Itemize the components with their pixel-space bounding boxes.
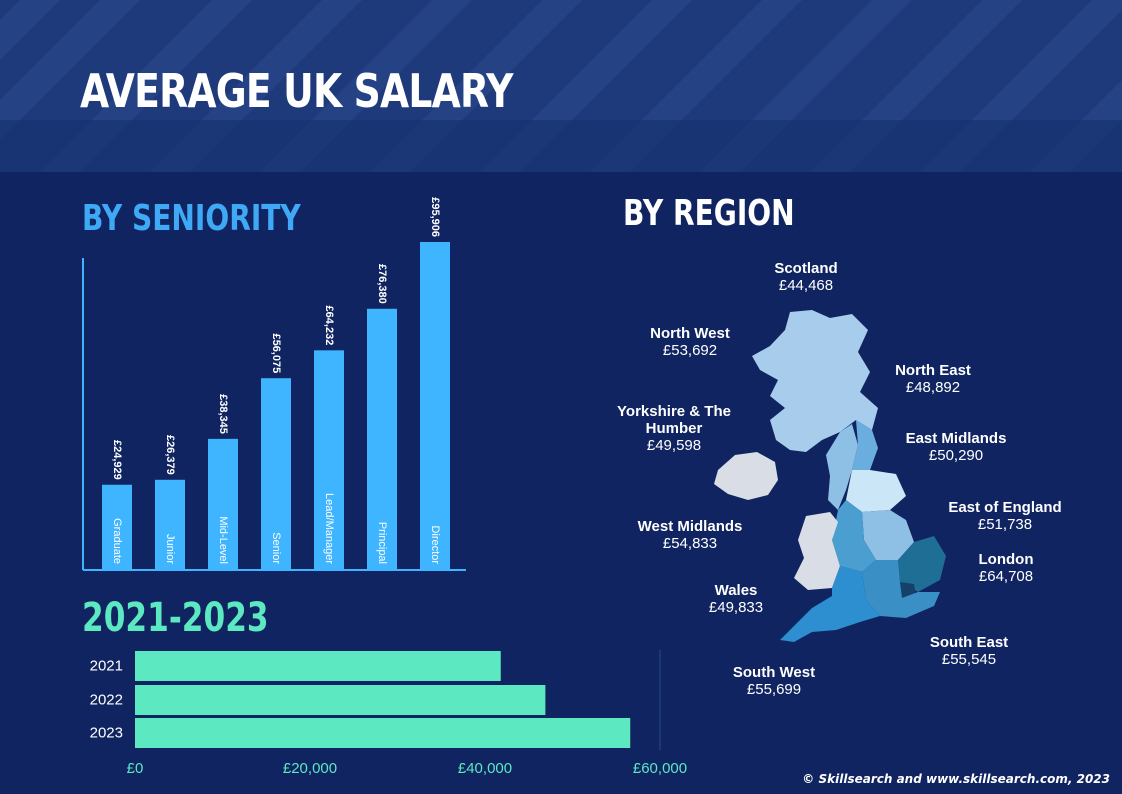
seniority-bar [155,479,185,570]
map-east-midlands [862,510,914,560]
seniority-value-label: £56,075 [270,333,282,373]
seniority-category-label: Director [429,525,441,564]
years-tick-label: £20,000 [283,760,337,777]
region-label-east-midlands: East Midlands £50,290 [905,430,1007,464]
map-north-west [826,424,858,510]
seniority-value-label: £24,929 [111,440,123,480]
seniority-category-label: Principal [376,522,388,564]
header-stripes [0,0,1122,172]
map-wales [794,512,840,590]
years-bar [135,651,501,681]
seniority-value-label: £26,379 [164,435,176,475]
region-label-london: London £64,708 [978,551,1034,585]
seniority-bar [420,242,450,570]
page-title: AVERAGE UK SALARY [80,64,513,118]
seniority-bar [261,378,291,570]
region-label-north-east: North East £48,892 [895,362,971,396]
map-west-midlands [832,500,876,572]
map-south-east [862,560,940,618]
map-london [900,582,916,598]
seniority-bar [102,484,132,570]
years-category-label: 2023 [90,725,123,742]
years-section-title: 2021-2023 [82,595,269,641]
region-label-north-west: North West £53,692 [650,325,730,359]
years-bar [135,685,546,715]
region-label-yorkshire: Yorkshire & The Humber £49,598 [617,403,731,454]
map-north-east [852,420,878,470]
region-label-east-of-england: East of England £51,738 [948,499,1062,533]
map-south-west [780,566,880,642]
seniority-value-label: £38,345 [217,394,229,434]
seniority-value-label: £64,232 [323,306,335,346]
seniority-category-label: Lead/Manager [323,493,335,564]
region-label-scotland: Scotland £44,468 [774,260,838,294]
seniority-bar [314,350,344,570]
seniority-category-label: Graduate [111,518,123,564]
region-label-south-west: South West £55,699 [732,664,816,698]
seniority-section-title: BY SENIORITY [82,198,301,239]
seniority-category-label: Mid-Level [217,516,229,564]
seniority-category-label: Senior [270,532,282,564]
seniority-value-label: £95,906 [429,197,441,237]
seniority-bar [367,308,397,570]
copyright-notice: © Skillsearch and www.skillsearch.com, 2… [802,772,1110,786]
years-tick-label: £40,000 [458,760,512,777]
seniority-category-label: Junior [164,534,176,564]
seniority-value-label: £76,380 [376,264,388,304]
years-bar [135,718,631,748]
header-banner [0,0,1122,172]
map-northern-ireland [714,452,778,500]
map-east-of-england [898,536,946,592]
region-label-west-midlands: West Midlands £54,833 [637,518,743,552]
seniority-bar [208,438,238,570]
map-yorkshire [846,470,906,512]
region-label-south-east: South East £55,545 [929,634,1009,668]
years-category-label: 2022 [90,692,123,709]
years-tick-label: £60,000 [633,760,687,777]
region-label-wales: Wales £49,833 [708,582,764,616]
years-category-label: 2021 [90,658,123,675]
map-scotland [752,310,878,452]
years-tick-label: £0 [127,760,144,777]
region-section-title: BY REGION [623,193,795,234]
